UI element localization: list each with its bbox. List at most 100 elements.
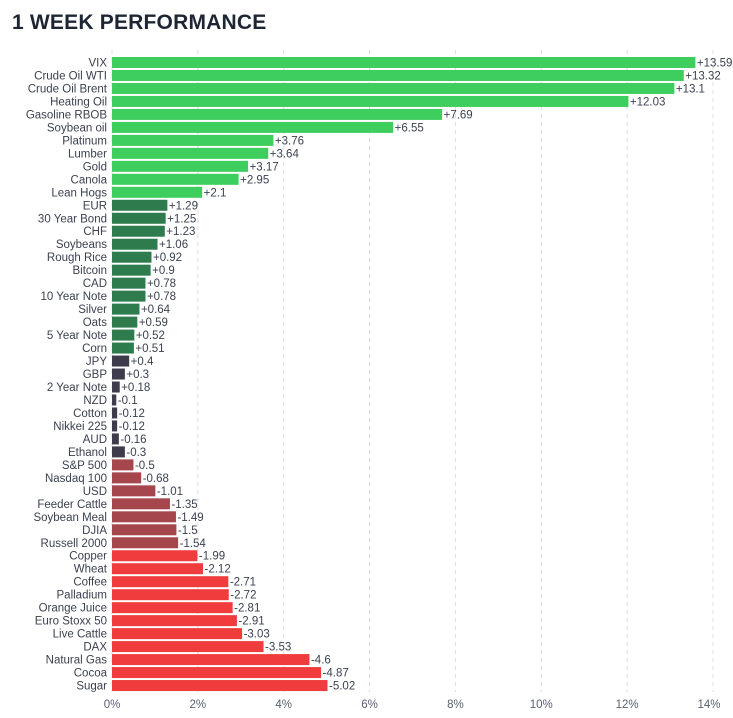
bar xyxy=(112,57,696,68)
x-tick-label: 6% xyxy=(361,699,378,711)
x-tick-label: 0% xyxy=(104,699,121,711)
value-label: +3.76 xyxy=(275,135,304,147)
category-label: Gasoline RBOB xyxy=(26,109,108,121)
bar xyxy=(112,394,117,406)
bar xyxy=(112,342,134,354)
x-tick-label: 2% xyxy=(190,699,207,711)
bar xyxy=(112,303,140,315)
category-label: USD xyxy=(83,486,107,498)
bar xyxy=(112,82,675,94)
category-label: Palladium xyxy=(57,590,108,602)
value-label: +13.1 xyxy=(676,83,705,95)
bar xyxy=(112,511,176,523)
value-label: +0.3 xyxy=(126,369,149,381)
category-label: 30 Year Bond xyxy=(38,213,107,225)
category-label: Soybean oil xyxy=(47,122,107,134)
value-label: -2.12 xyxy=(205,564,231,576)
category-label: Platinum xyxy=(62,135,107,147)
category-label: Nikkei 225 xyxy=(53,421,107,433)
bar xyxy=(112,498,170,510)
category-label: DJIA xyxy=(82,525,107,537)
category-label: Sugar xyxy=(76,681,107,693)
category-label: Live Cattle xyxy=(53,629,107,641)
bar xyxy=(112,212,166,224)
bar xyxy=(112,329,135,341)
value-label: -0.68 xyxy=(143,473,169,485)
category-label: Ethanol xyxy=(68,447,107,459)
bar xyxy=(112,641,264,653)
bar xyxy=(112,459,134,471)
bar xyxy=(112,355,130,367)
bar xyxy=(112,147,269,159)
category-label: Crude Oil Brent xyxy=(28,83,108,95)
category-label: Orange Juice xyxy=(39,603,107,615)
bar xyxy=(112,446,125,458)
category-label: Cotton xyxy=(73,408,107,420)
value-label: +0.92 xyxy=(153,252,182,264)
value-label: +0.64 xyxy=(141,304,171,316)
category-label: Silver xyxy=(78,304,107,316)
category-label: Corn xyxy=(82,343,107,355)
value-label: +1.23 xyxy=(166,226,195,238)
value-label: +0.59 xyxy=(139,317,168,329)
bar xyxy=(112,277,146,289)
value-label: -5.02 xyxy=(329,681,355,693)
value-label: -2.91 xyxy=(238,616,264,628)
value-label: +0.78 xyxy=(147,291,176,303)
value-label: -1.35 xyxy=(171,499,197,511)
category-label: Lumber xyxy=(68,148,107,160)
category-label: Crude Oil WTI xyxy=(34,70,107,82)
bar xyxy=(112,589,229,601)
category-label: Oats xyxy=(83,317,108,329)
bar xyxy=(112,173,239,185)
bar xyxy=(112,550,198,562)
value-label: -1.01 xyxy=(157,486,183,498)
value-label: +1.25 xyxy=(167,213,196,225)
category-label: NZD xyxy=(83,395,107,407)
bar xyxy=(112,225,165,237)
category-label: Soybeans xyxy=(56,239,107,251)
bar xyxy=(112,654,310,666)
value-label: -3.03 xyxy=(244,629,270,641)
value-label: -2.71 xyxy=(230,577,256,589)
bar xyxy=(112,290,146,302)
bar xyxy=(112,251,152,263)
bar xyxy=(112,238,158,250)
value-label: -0.3 xyxy=(126,447,146,459)
value-label: +13.59 xyxy=(697,58,733,70)
bar xyxy=(112,381,120,393)
category-label: DAX xyxy=(83,642,107,654)
value-label: +0.18 xyxy=(121,382,150,394)
value-label: -0.12 xyxy=(119,421,145,433)
value-label: +6.55 xyxy=(395,122,424,134)
bar xyxy=(112,95,629,107)
category-label: Gold xyxy=(83,161,107,173)
category-label: Copper xyxy=(69,551,107,563)
category-label: GBP xyxy=(83,369,108,381)
value-label: +0.51 xyxy=(135,343,164,355)
category-label: S&P 500 xyxy=(62,460,107,472)
bar xyxy=(112,433,119,445)
category-label: Canola xyxy=(71,174,108,186)
value-label: +7.69 xyxy=(444,109,473,121)
bar xyxy=(112,186,203,198)
category-label: Soybean Meal xyxy=(33,512,107,524)
value-label: -1.99 xyxy=(199,551,225,563)
value-label: -1.5 xyxy=(178,525,198,537)
category-label: Cocoa xyxy=(74,668,108,680)
value-label: -4.6 xyxy=(311,655,331,667)
bar xyxy=(112,134,274,146)
value-label: +1.29 xyxy=(169,200,198,212)
value-label: -4.87 xyxy=(323,668,349,680)
category-label: JPY xyxy=(86,356,107,368)
value-label: +2.1 xyxy=(204,187,227,199)
value-label: -0.1 xyxy=(118,395,138,407)
category-label: 2 Year Note xyxy=(47,382,107,394)
category-label: 10 Year Note xyxy=(40,291,107,303)
category-label: Feeder Cattle xyxy=(37,499,107,511)
bar xyxy=(112,615,237,627)
category-label: Wheat xyxy=(74,564,108,576)
category-label: VIX xyxy=(88,58,107,70)
category-label: Euro Stoxx 50 xyxy=(35,616,107,628)
category-label: EUR xyxy=(83,200,107,212)
